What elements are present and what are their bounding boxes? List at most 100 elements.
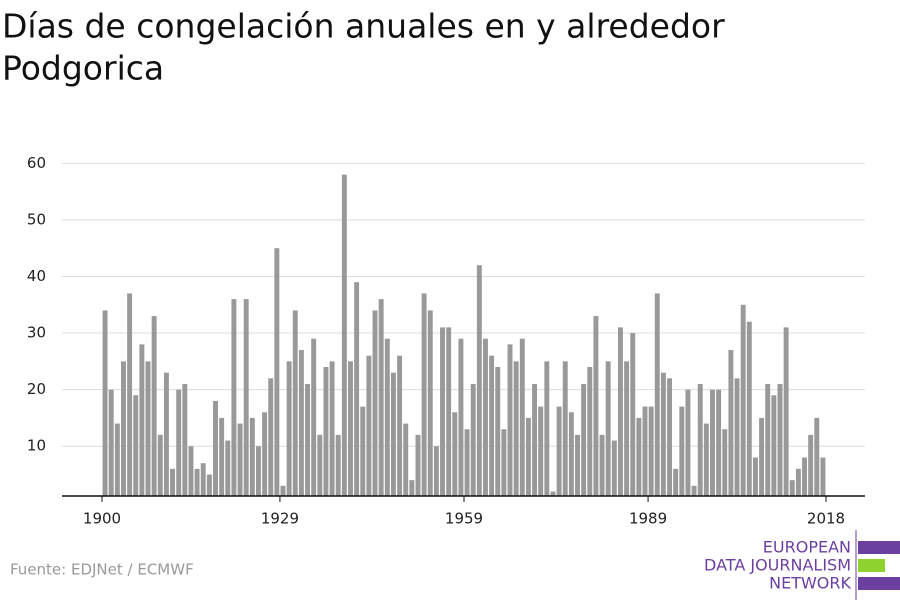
bar [808,434,814,496]
bar [489,355,495,496]
x-tick-label: 1959 [445,510,483,528]
bar [660,372,666,496]
bar [390,372,396,496]
bar [249,417,255,496]
source: Fuente: EDJNet / ECMWF [10,561,194,579]
bar [802,457,807,496]
x-tick-label: 1929 [261,510,299,528]
y-tick-label: 30 [27,324,46,342]
x-tick-label: 2018 [807,510,845,528]
logo-bar [858,559,885,572]
bar [335,434,341,496]
bar [538,406,544,496]
bar [108,389,114,496]
bar [483,338,488,496]
bar [771,395,777,496]
bar [795,468,801,496]
bar [317,434,323,496]
bar [593,316,599,496]
bar [617,327,623,496]
bar [213,400,218,496]
bar [624,361,630,496]
bar [176,389,182,496]
bar [501,429,507,496]
bar [397,355,403,496]
bar [421,293,427,496]
x-tick-label: 1989 [629,510,667,528]
bar [305,383,311,496]
bar [378,299,384,496]
bar [532,383,538,496]
bar [237,423,243,496]
bar [427,310,433,496]
bar [206,474,212,496]
bar [286,361,292,496]
bar [446,327,452,496]
bar [225,440,231,496]
bar [581,383,587,496]
bar [667,378,673,496]
bar [464,429,470,496]
bar [262,412,268,496]
bar [433,446,439,496]
bar [734,378,740,496]
bar [274,248,280,496]
chart-title: Días de congelación anuales en y alreded… [2,7,725,46]
bar [814,417,820,496]
bar [139,344,145,496]
bar [642,406,648,496]
bar [311,338,317,496]
bar [114,423,120,496]
bar [292,310,298,496]
bar [697,383,703,496]
bar [200,463,206,496]
bar [679,406,685,496]
bar [409,480,415,496]
y-tick-label: 60 [27,154,46,172]
bar [243,299,249,496]
bar [151,316,157,496]
y-tick-label: 40 [27,267,46,285]
bar [685,389,691,496]
bar [507,344,513,496]
bar [703,423,709,496]
x-tick-label: 1900 [83,510,121,528]
bar [280,485,286,496]
bar [648,406,654,496]
bar [568,412,574,496]
bar [298,350,304,496]
bar [759,417,765,496]
bar [587,367,593,496]
bar [329,361,335,496]
bar [575,434,580,496]
bar [452,412,458,496]
bar [231,299,237,496]
bar [219,417,225,496]
bar [163,372,169,496]
bar [740,304,746,496]
bar [348,361,353,496]
bar [145,361,151,496]
bar [182,383,188,496]
bar [728,350,734,496]
bar [170,468,176,496]
bar [470,383,476,496]
bar [188,446,194,496]
bar [630,333,636,496]
y-tick-label: 20 [27,380,46,398]
bar [746,321,752,496]
bar [654,293,660,496]
bar [495,367,501,496]
bar [777,383,783,496]
bar [255,446,261,496]
bar [562,361,568,496]
bar [323,367,329,496]
bar [673,468,679,496]
logo-bar [858,577,900,590]
bar [556,406,562,496]
bar [513,361,519,496]
bar [599,434,605,496]
bar [157,434,163,496]
bar [789,480,795,496]
